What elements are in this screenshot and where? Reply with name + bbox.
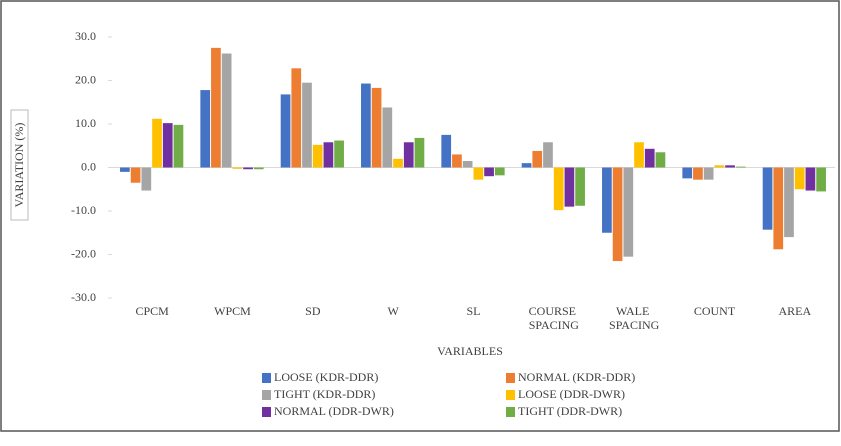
bar [302,82,312,168]
bar [371,87,382,168]
bar [805,167,816,191]
x-tick-label: SL [466,304,480,318]
legend-label: NORMAL (KDR-DDR) [518,370,635,384]
bar [393,158,403,168]
x-tick-label: AREA [778,304,811,318]
bar [784,167,794,238]
legend-swatch [262,373,271,383]
bar [152,118,162,168]
legend-label: LOOSE (KDR-DDR) [274,370,378,384]
legend-label: LOOSE (DDR-DWR) [518,387,625,401]
y-tick-label: -20.0 [71,246,96,260]
bar [773,167,784,250]
bar [221,53,232,168]
bar [403,142,414,168]
bar [130,167,141,183]
legend-swatch [506,390,515,400]
bar [644,148,655,168]
bar [323,142,334,168]
bar [312,144,323,168]
legend-label: TIGHT (KDR-DDR) [274,387,375,401]
bar [575,167,585,206]
bar [243,167,253,170]
bar [714,165,725,168]
y-tick-label: -10.0 [71,203,96,217]
legend-swatch [506,373,515,383]
x-tick-label: COURSE SPACING [529,304,580,332]
x-tick-label: WALE SPACING [609,304,660,332]
x-tick-label: W [388,304,400,318]
y-tick-label: 0.0 [81,159,96,173]
bar [725,165,735,168]
y-tick-label: -30.0 [71,290,96,304]
frame [0,0,840,432]
legend-swatch [506,407,515,417]
bar [441,134,452,168]
bar [414,137,425,168]
bar [682,167,693,179]
bar [382,107,393,168]
x-tick-label: COUNT [694,304,736,318]
x-tick-label: SD [305,304,321,318]
bar [211,47,221,168]
x-axis-label: VARIABLES [437,344,503,358]
bar [655,152,666,168]
bar [703,167,714,180]
bar [543,142,553,168]
bar [462,160,473,168]
legend-swatch [262,407,271,417]
bar [334,140,344,168]
bar [521,163,532,168]
bar [612,167,623,262]
bar [532,150,543,168]
y-axis-label: VARIATION (%) [12,123,26,208]
bar [762,167,773,230]
legend-label: TIGHT (DDR-DWR) [518,404,622,418]
y-label-box [10,109,29,221]
bar [280,94,291,168]
bar [693,167,703,180]
bar [361,83,371,168]
bar [494,167,505,176]
legend-swatch [262,390,271,400]
bar [473,167,484,180]
y-tick-label: 20.0 [75,72,96,86]
bar [162,123,173,168]
bar [794,167,805,190]
x-tick-label: CPCM [135,304,169,318]
bar [816,167,826,192]
bar [623,167,634,257]
bar [735,166,746,168]
bar [564,167,575,207]
bar [291,68,302,168]
bar [120,167,130,172]
y-tick-label: 10.0 [75,116,96,130]
bar [253,167,264,170]
bar [602,167,612,233]
y-tick-label: 30.0 [75,29,96,43]
legend-label: NORMAL (DDR-DWR) [274,404,394,418]
bar [484,167,494,177]
x-tick-label: WPCM [214,304,251,318]
bar [634,142,644,168]
bar [200,90,211,168]
bar [173,124,184,168]
bar [553,167,564,211]
bar [232,167,243,169]
bar [452,154,462,168]
bar [141,167,152,191]
